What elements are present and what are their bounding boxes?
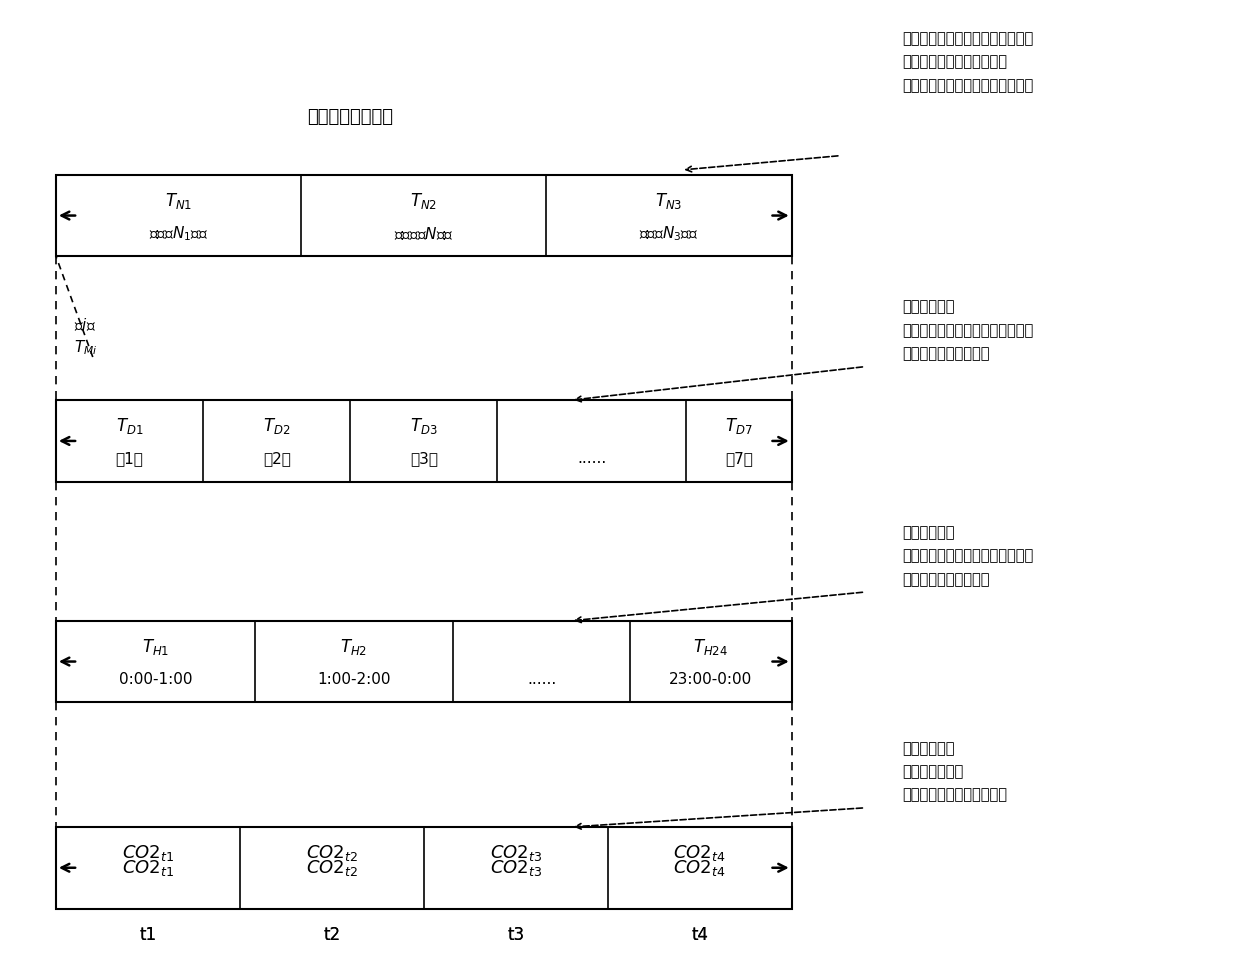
Text: 第三次优化：
温度设定值不变
求解各控制步二氧化碳浓度: 第三次优化： 温度设定值不变 求解各控制步二氧化碳浓度: [901, 740, 1007, 803]
Text: 0:00-1:00: 0:00-1:00: [119, 672, 192, 687]
Text: 生长期（$N$天）: 生长期（$N$天）: [393, 225, 454, 242]
Text: $T_{H2}$: $T_{H2}$: [340, 637, 367, 657]
Text: t3: t3: [507, 925, 525, 944]
Text: 苗期（$N_1$天）: 苗期（$N_1$天）: [149, 224, 208, 243]
Text: t4: t4: [691, 925, 708, 944]
Text: t2: t2: [324, 925, 341, 944]
Text: 第二次优化：
将一日累积温度分配至每小时，求
得每小时的温度设定值: 第二次优化： 将一日累积温度分配至每小时，求 得每小时的温度设定值: [901, 524, 1033, 587]
Bar: [56, 621, 791, 703]
Text: t1: t1: [139, 925, 156, 944]
Text: t1: t1: [139, 925, 156, 944]
Text: 第1天: 第1天: [115, 451, 144, 466]
Text: $CO2_{t2}$: $CO2_{t2}$: [306, 858, 358, 878]
Text: 23:00-0:00: 23:00-0:00: [670, 672, 753, 687]
Text: $T_{D2}$: $T_{D2}$: [263, 416, 290, 436]
Text: $CO2_{t3}$: $CO2_{t3}$: [490, 843, 542, 863]
Text: $T_{N1}$: $T_{N1}$: [165, 191, 192, 211]
Text: $CO2_{t4}$: $CO2_{t4}$: [673, 843, 725, 863]
Text: $CO2_{t4}$: $CO2_{t4}$: [673, 858, 725, 878]
Text: $CO2_{t1}$: $CO2_{t1}$: [122, 843, 174, 863]
Bar: [56, 400, 791, 482]
Text: t2: t2: [324, 925, 341, 944]
Text: 第3天: 第3天: [410, 451, 438, 466]
Text: 果期（$N_3$天）: 果期（$N_3$天）: [639, 224, 698, 243]
Text: $T_{D3}$: $T_{D3}$: [410, 416, 438, 436]
Text: $T_{H24}$: $T_{H24}$: [693, 637, 728, 657]
Text: $T_{D7}$: $T_{D7}$: [725, 416, 753, 436]
Text: $T_{H1}$: $T_{H1}$: [141, 637, 169, 657]
Text: $CO2_{t2}$: $CO2_{t2}$: [306, 843, 358, 863]
Text: 第一次优化：
将一周累积温度分配至一周内每一
天，求得每日平均温度: 第一次优化： 将一周累积温度分配至一周内每一 天，求得每日平均温度: [901, 300, 1033, 361]
Text: 1:00-2:00: 1:00-2:00: [317, 672, 391, 687]
Text: $CO2_{t3}$: $CO2_{t3}$: [490, 858, 542, 878]
Text: 第$i$周
$T_{Mi}$: 第$i$周 $T_{Mi}$: [74, 316, 98, 357]
Bar: [56, 175, 791, 256]
Text: 整个温室生产周期: 整个温室生产周期: [308, 108, 393, 126]
Bar: [56, 827, 791, 909]
Text: ......: ......: [527, 672, 557, 687]
Text: $T_{N2}$: $T_{N2}$: [410, 191, 436, 211]
Text: 三个生长阶段作物对温度需求不同
分别设定各阶段日平均温度
由所处生长阶段确定每周累积温度: 三个生长阶段作物对温度需求不同 分别设定各阶段日平均温度 由所处生长阶段确定每周…: [901, 31, 1033, 92]
Text: $T_{N3}$: $T_{N3}$: [655, 191, 682, 211]
Text: $CO2_{t1}$: $CO2_{t1}$: [122, 858, 174, 878]
Text: 第7天: 第7天: [725, 451, 753, 466]
Text: ......: ......: [578, 451, 606, 466]
Text: 第2天: 第2天: [263, 451, 290, 466]
Text: $T_{D1}$: $T_{D1}$: [115, 416, 144, 436]
Text: t3: t3: [507, 925, 525, 944]
Text: t4: t4: [691, 925, 708, 944]
